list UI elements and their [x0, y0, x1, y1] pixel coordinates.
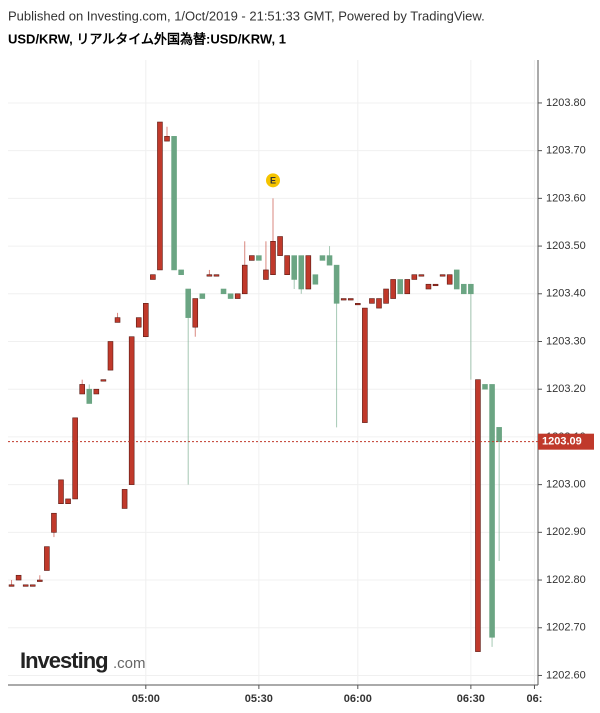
candle-body: [482, 384, 488, 390]
candle-body: [475, 379, 481, 652]
candle-body: [439, 274, 446, 277]
candle-body: [326, 255, 333, 266]
candle-body: [178, 269, 184, 275]
candle-body: [206, 274, 213, 277]
candle-body: [383, 288, 389, 304]
logo-brand: Investing: [20, 648, 108, 673]
candle-body: [29, 584, 36, 587]
candle-body: [333, 264, 340, 304]
candle-body: [411, 274, 418, 280]
y-tick-label: 1203.50: [546, 240, 586, 252]
symbol-title: USD/KRW, リアルタイム外国為替:USD/KRW, 1: [8, 31, 286, 46]
event-label: E: [270, 176, 276, 186]
candle-body: [263, 269, 269, 280]
candle-body: [256, 255, 262, 261]
y-tick-label: 1203.80: [546, 97, 586, 109]
candle-body: [446, 274, 453, 285]
candle-body: [241, 264, 248, 295]
candle-body: [496, 427, 502, 442]
candle-body: [277, 236, 283, 256]
event-marker: [266, 173, 280, 188]
candle-body: [135, 317, 142, 328]
y-tick-label: 1202.90: [546, 526, 586, 538]
candle-body: [453, 269, 460, 290]
candle-body: [199, 293, 206, 299]
candle-body: [390, 279, 396, 299]
last-price-box: [538, 433, 594, 450]
candle-body: [234, 293, 241, 299]
y-tick-label: 1203.60: [546, 192, 586, 204]
last-price-label: 1203.09: [542, 436, 582, 448]
candle-body: [249, 255, 255, 261]
published-note: Published on Investing.com, 1/Oct/2019 -…: [8, 8, 485, 23]
candle-body: [72, 417, 78, 500]
candle-body: [461, 283, 467, 295]
candle-body: [51, 512, 57, 533]
candle-body: [143, 303, 149, 338]
candle-body: [37, 579, 43, 582]
logo-suffix: .com: [113, 655, 146, 672]
candle-body: [164, 136, 170, 142]
candle-body: [44, 546, 50, 571]
candle-body: [150, 274, 156, 280]
candle-body: [298, 255, 305, 290]
x-tick-label: 06:00: [344, 693, 372, 705]
candle-body: [185, 288, 191, 318]
candle-body: [227, 293, 234, 299]
candle-body: [58, 479, 64, 505]
candle-body: [86, 388, 93, 404]
candle-body: [100, 379, 107, 382]
candle-body: [22, 584, 29, 587]
candle-body: [171, 136, 177, 271]
y-tick-label: 1203.70: [546, 145, 586, 157]
candle-body: [312, 274, 319, 285]
y-tick-label: 1203.00: [546, 479, 586, 491]
candle-body: [192, 298, 199, 328]
candle-body: [128, 336, 135, 485]
candle-body: [93, 388, 100, 395]
candle-body: [284, 255, 290, 275]
candle-body: [362, 307, 368, 423]
x-tick-label: 06:30: [457, 693, 485, 705]
x-tick-label: 05:00: [132, 693, 160, 705]
candle-body: [107, 341, 114, 371]
candle-body: [121, 489, 128, 509]
candle-body: [65, 498, 71, 505]
y-tick-label: 1202.80: [546, 574, 586, 586]
candle-body: [305, 255, 312, 290]
candle-body: [340, 298, 347, 301]
candle-body: [369, 298, 375, 304]
candle-body: [157, 121, 163, 271]
candle-body: [432, 283, 439, 287]
candle-body: [489, 384, 495, 638]
candle-body: [220, 288, 227, 295]
candle-body: [347, 298, 354, 301]
y-tick-label: 1202.70: [546, 622, 586, 634]
candle-body: [291, 255, 297, 280]
candle-body: [114, 317, 121, 323]
y-tick-label: 1203.30: [546, 335, 586, 347]
x-tick-label: 05:30: [245, 693, 273, 705]
candle-body: [319, 255, 326, 261]
candle-body: [79, 384, 85, 395]
candle-body: [468, 283, 474, 295]
candle-body: [270, 240, 276, 275]
y-tick-label: 1203.40: [546, 288, 586, 300]
candle-body: [213, 274, 220, 277]
candle-body: [8, 584, 15, 587]
candle-body: [404, 279, 411, 295]
candle-body: [15, 574, 22, 581]
candle-body: [355, 303, 361, 306]
candle-body: [425, 283, 432, 290]
x-tick-label: 06:: [527, 693, 543, 705]
candle-body: [397, 279, 403, 295]
candle-body: [418, 274, 425, 277]
y-tick-label: 1202.60: [546, 669, 586, 681]
candle-body: [376, 298, 382, 309]
y-tick-label: 1203.20: [546, 383, 586, 395]
